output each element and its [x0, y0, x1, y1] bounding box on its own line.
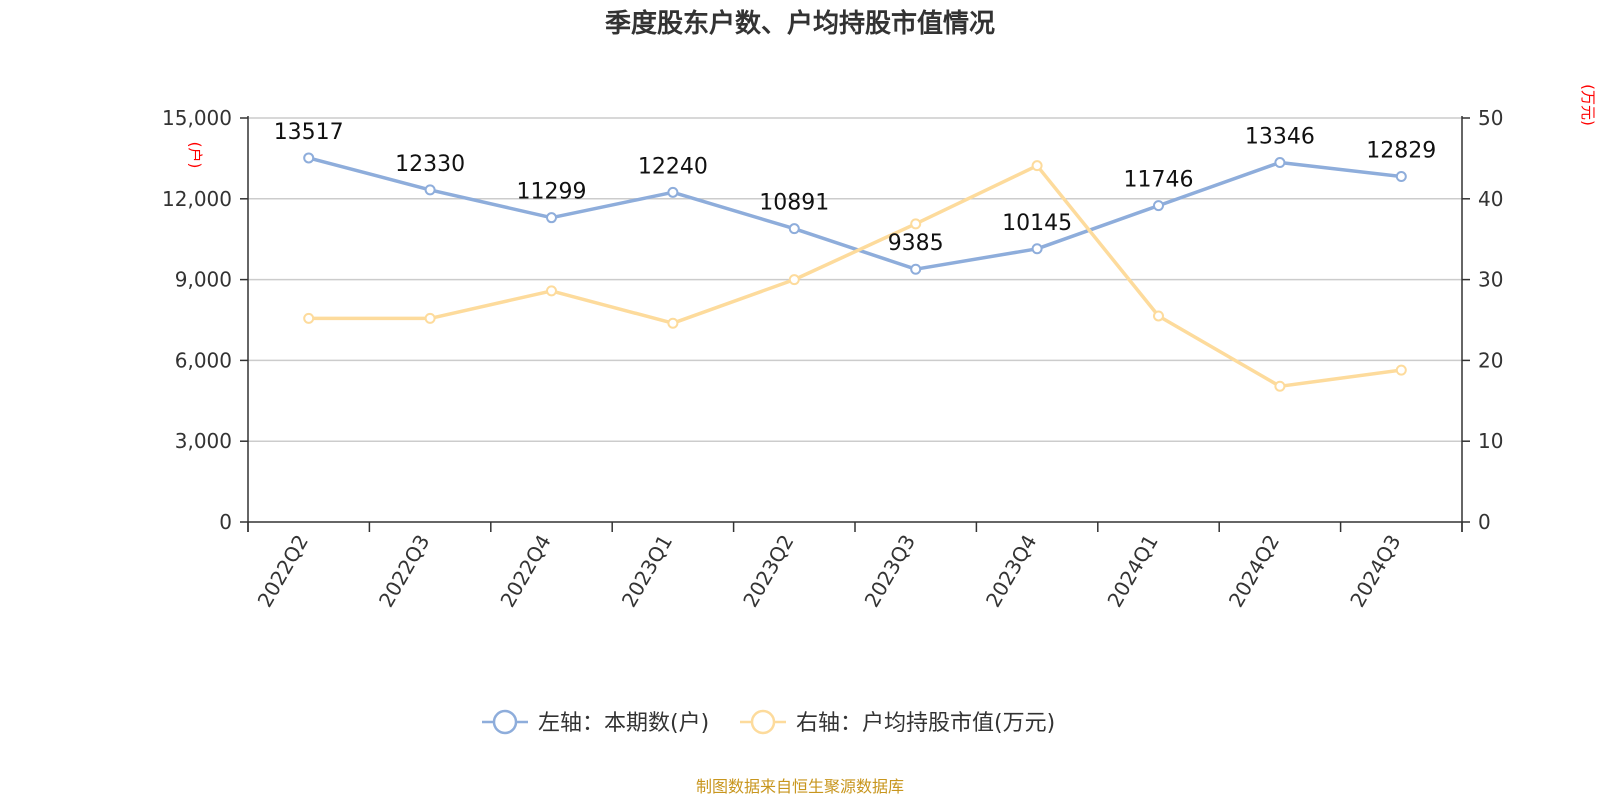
data-point [1031, 160, 1043, 172]
data-point [546, 212, 557, 224]
legend-label: 左轴：本期数(户) [538, 711, 709, 736]
data-point [303, 152, 315, 164]
x-axis-tick-label: 2024Q3 [1345, 531, 1405, 612]
left-axis-tick-label: 0 [219, 510, 232, 534]
x-axis-tick-label: 2023Q1 [617, 531, 677, 612]
data-point [1274, 380, 1286, 392]
data-label: 10891 [759, 191, 829, 216]
data-point [1274, 157, 1286, 169]
right-axis-tick-label: 50 [1478, 106, 1503, 130]
right-axis-tick-label: 0 [1478, 510, 1491, 534]
data-label: 13517 [274, 120, 344, 145]
left-axis-tick-label: 12,000 [162, 187, 232, 211]
series-line [308, 156, 1402, 271]
data-label: 10145 [1002, 211, 1072, 236]
data-label: 12829 [1366, 138, 1436, 163]
grid-lines [248, 117, 1462, 442]
data-point [910, 263, 922, 275]
left-axis-tick-label: 3,000 [175, 429, 232, 453]
data-point [303, 312, 315, 324]
legend-marker [492, 709, 518, 735]
left-axis-unit: (户) [186, 142, 204, 169]
x-axis-tick-label: 2022Q3 [374, 531, 434, 612]
axes: 0 0 3,000 10 6,000 20 9,000 30 12,000 40 15,000 50 2… [162, 106, 1503, 611]
right-axis-tick-label: 20 [1478, 348, 1503, 372]
x-axis-tick-label: 2023Q2 [738, 531, 798, 612]
data-point [1031, 243, 1043, 255]
data-point [788, 274, 800, 286]
data-point [1153, 310, 1164, 322]
series-group [303, 152, 1407, 392]
data-label: 9385 [888, 231, 944, 256]
data-point [667, 317, 679, 329]
left-axis-tick-label: 6,000 [175, 348, 232, 372]
legend: 左轴：本期数(户) 右轴：户均持股市值(万元) [482, 709, 1055, 736]
data-point [424, 312, 436, 324]
series-line [308, 163, 1402, 389]
x-axis-tick-label: 2023Q4 [981, 531, 1041, 612]
data-point [788, 223, 800, 235]
left-axis-tick-label: 9,000 [175, 268, 232, 292]
x-axis-tick-label: 2024Q1 [1102, 531, 1162, 612]
data-labels: 13517 12330 11299 12240 10891 9385 10145 11746 1… [274, 120, 1437, 256]
right-axis-tick-label: 30 [1478, 268, 1503, 292]
data-point [424, 184, 436, 196]
right-axis-tick-label: 40 [1478, 187, 1503, 211]
data-label: 11746 [1124, 168, 1194, 193]
legend-label: 右轴：户均持股市值(万元) [796, 711, 1055, 736]
x-axis-tick-label: 2022Q4 [495, 531, 555, 612]
data-point [910, 218, 922, 230]
right-axis-unit: (万元) [1579, 84, 1597, 126]
left-axis-tick-label: 15,000 [162, 106, 232, 130]
data-point [667, 186, 679, 198]
legend-marker [750, 709, 776, 735]
data-point [1153, 200, 1164, 212]
data-label: 12330 [395, 152, 465, 177]
data-point [546, 285, 557, 297]
right-axis-tick-label: 10 [1478, 429, 1503, 453]
chart-title: 季度股东户数、户均持股市值情况 [605, 8, 995, 39]
data-label: 13346 [1245, 125, 1315, 150]
x-axis-tick-label: 2024Q2 [1224, 531, 1284, 612]
x-axis-tick-label: 2023Q3 [860, 531, 920, 612]
data-point [1395, 170, 1407, 182]
source-note: 制图数据来自恒生聚源数据库 [696, 777, 904, 796]
data-label: 11299 [517, 180, 587, 205]
data-point [1395, 364, 1407, 376]
x-axis-tick-label: 2022Q2 [253, 531, 313, 612]
data-label: 12240 [638, 154, 708, 179]
